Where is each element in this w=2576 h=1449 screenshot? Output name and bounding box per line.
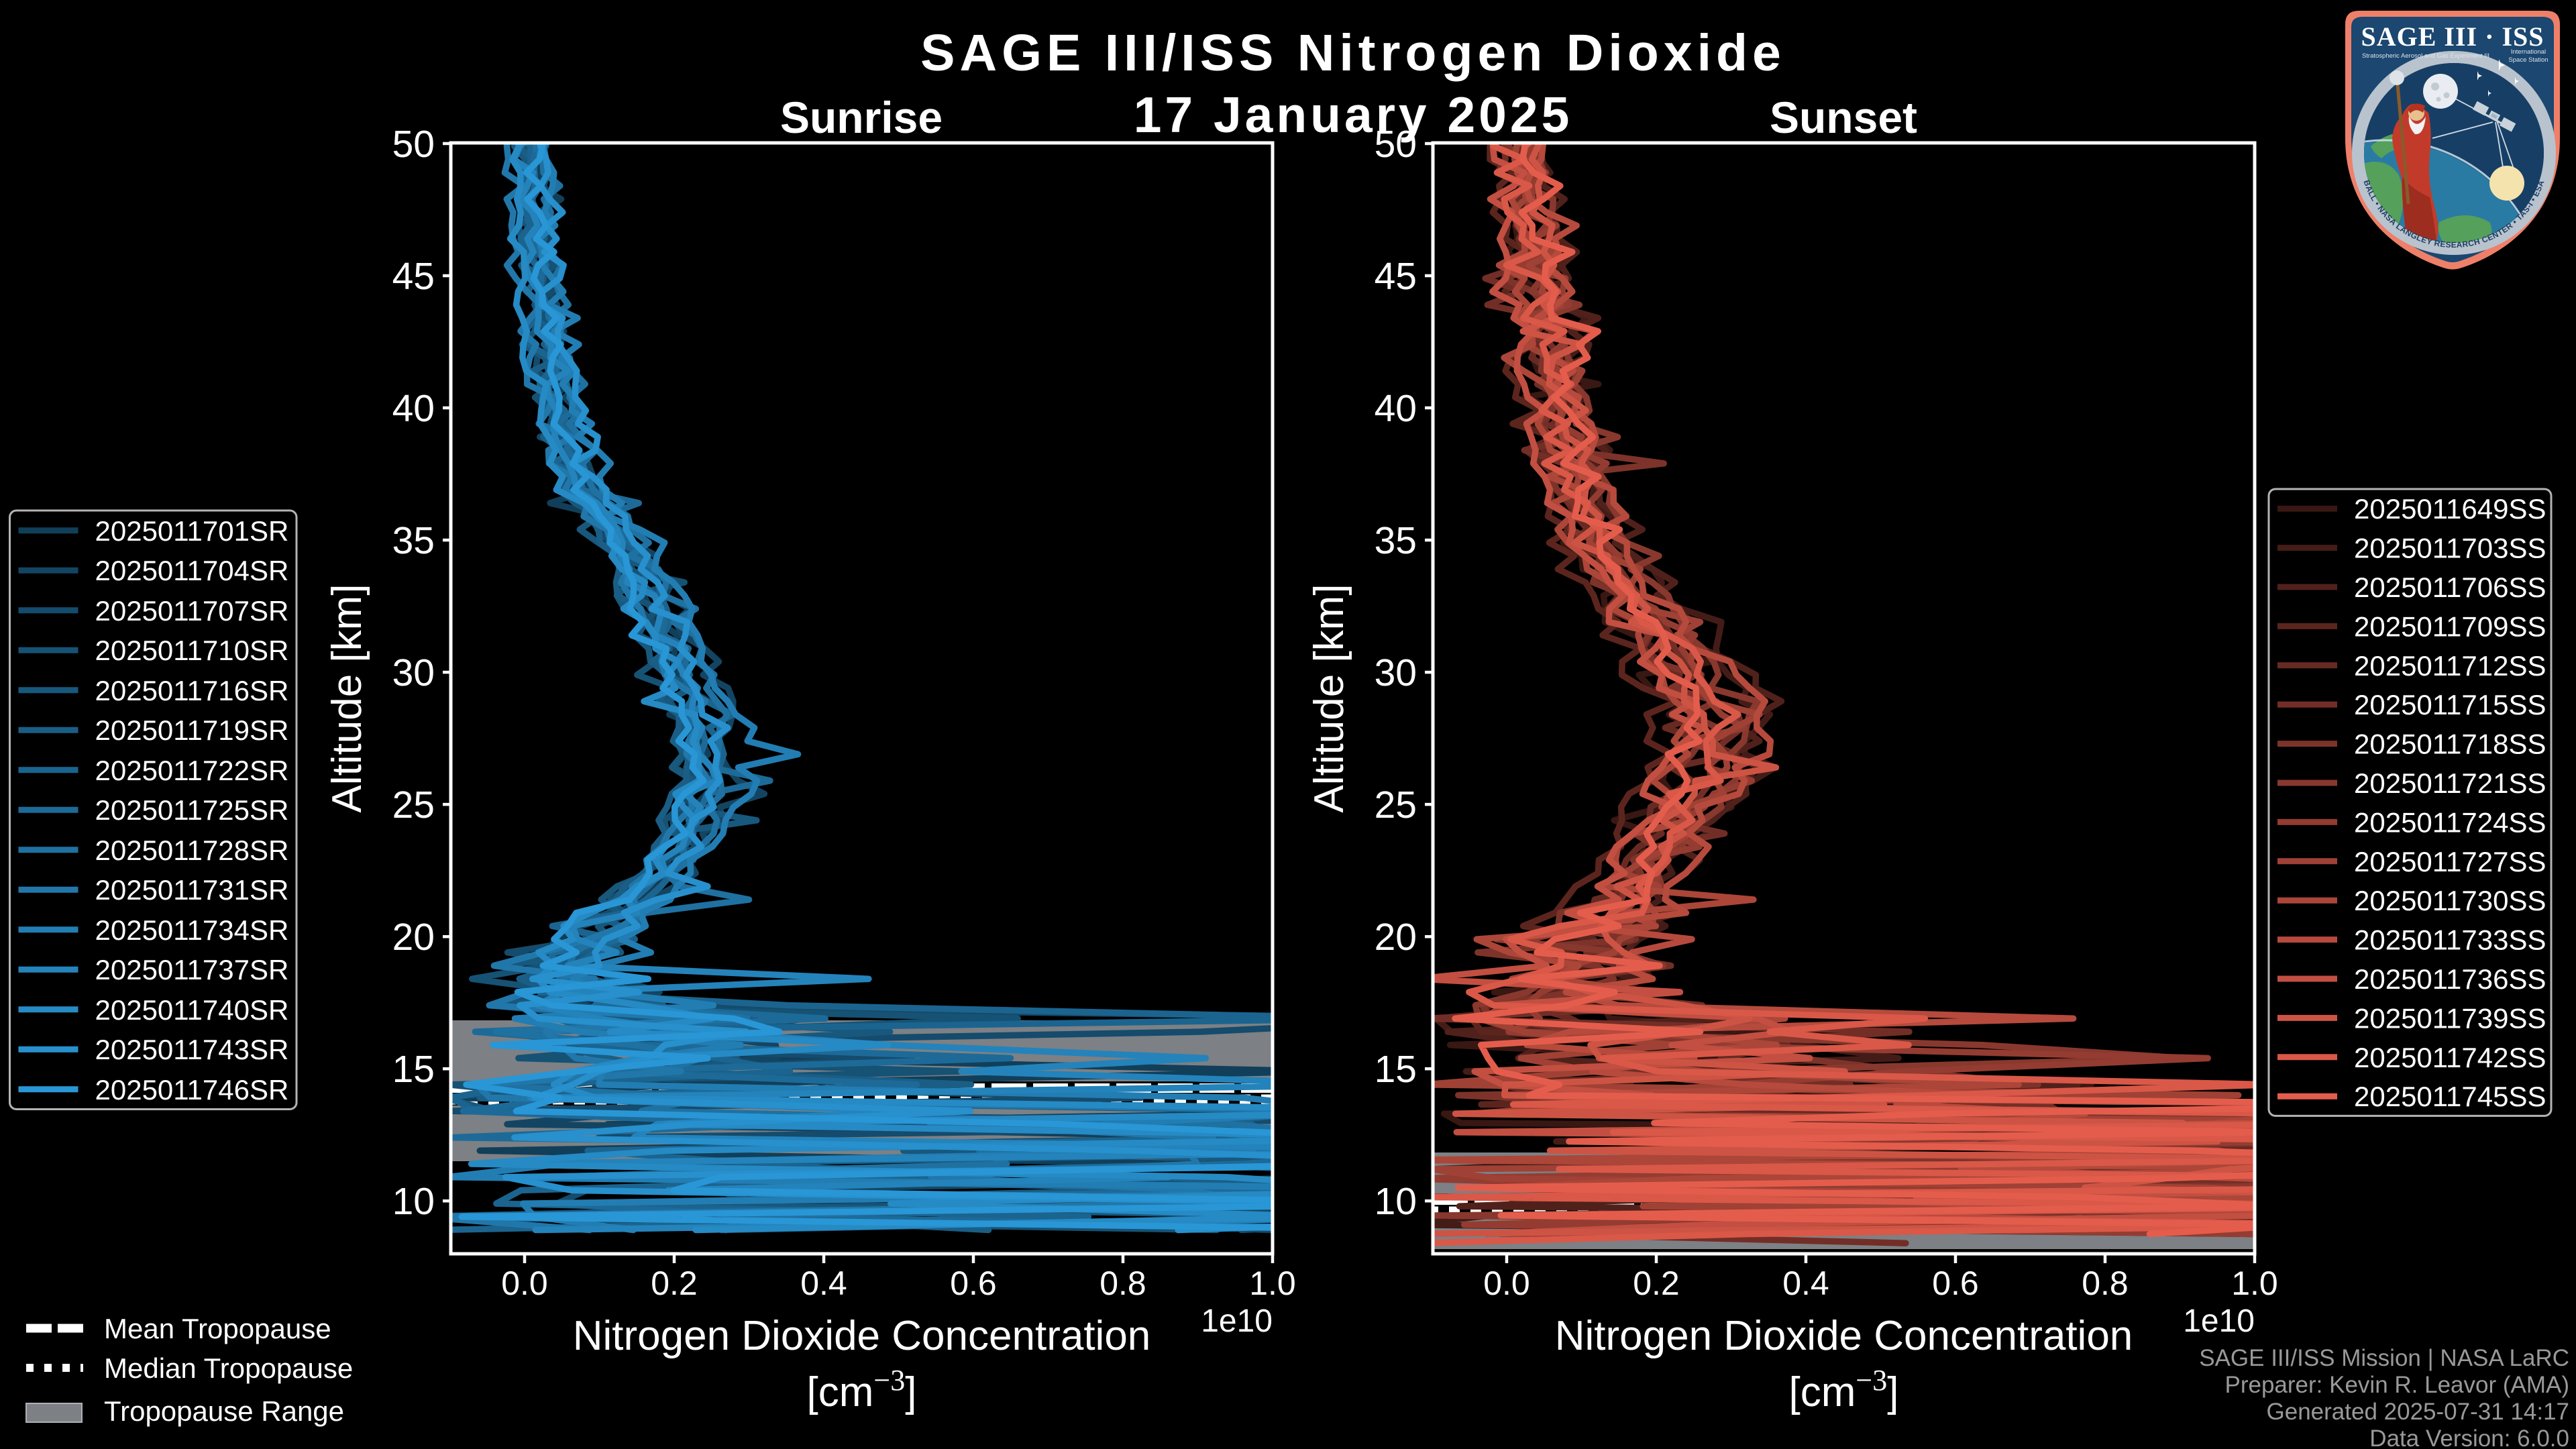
svg-text:0.2: 0.2 — [1633, 1265, 1680, 1302]
svg-text:10: 10 — [392, 1180, 435, 1223]
svg-text:0.4: 0.4 — [800, 1265, 847, 1302]
svg-text:Median Tropopause: Median Tropopause — [104, 1352, 353, 1384]
svg-text:1.0: 1.0 — [2231, 1265, 2278, 1302]
svg-text:Sunset: Sunset — [1770, 93, 1917, 142]
svg-text:2025011734SR: 2025011734SR — [95, 914, 289, 946]
svg-text:0.0: 0.0 — [1483, 1265, 1530, 1302]
svg-text:35: 35 — [392, 519, 435, 562]
svg-text:2025011743SR: 2025011743SR — [95, 1034, 289, 1065]
svg-text:2025011725SR: 2025011725SR — [95, 794, 289, 826]
svg-text:2025011712SS: 2025011712SS — [2354, 650, 2546, 682]
svg-text:2025011706SS: 2025011706SS — [2354, 572, 2546, 603]
svg-text:35: 35 — [1375, 519, 1417, 562]
svg-text:2025011721SS: 2025011721SS — [2354, 767, 2546, 799]
svg-text:2025011733SS: 2025011733SS — [2354, 924, 2546, 956]
svg-text:2025011730SS: 2025011730SS — [2354, 885, 2546, 916]
svg-text:2025011649SS: 2025011649SS — [2354, 493, 2546, 525]
svg-text:International: International — [2511, 48, 2546, 56]
svg-text:2025011742SS: 2025011742SS — [2354, 1042, 2546, 1073]
svg-text:SAGE III/ISS Nitrogen Dioxide: SAGE III/ISS Nitrogen Dioxide — [920, 24, 1786, 82]
svg-text:0.8: 0.8 — [1099, 1265, 1146, 1302]
svg-text:Data Version: 6.0.0: Data Version: 6.0.0 — [2369, 1426, 2569, 1449]
svg-text:0.6: 0.6 — [950, 1265, 997, 1302]
svg-text:0.6: 0.6 — [1932, 1265, 1979, 1302]
svg-text:2025011740SR: 2025011740SR — [95, 994, 289, 1026]
svg-text:Preparer: Kevin R. Leavor (AMA: Preparer: Kevin R. Leavor (AMA) — [2224, 1372, 2569, 1398]
svg-text:2025011710SR: 2025011710SR — [95, 635, 289, 666]
svg-text:Altitude [km]: Altitude [km] — [324, 584, 370, 812]
svg-text:20: 20 — [392, 916, 435, 959]
svg-text:2025011719SR: 2025011719SR — [95, 714, 289, 746]
svg-text:25: 25 — [1375, 784, 1417, 826]
svg-text:Sunrise: Sunrise — [780, 93, 943, 142]
svg-text:2025011746SR: 2025011746SR — [95, 1074, 289, 1106]
svg-text:2025011716SR: 2025011716SR — [95, 675, 289, 706]
svg-text:1e10: 1e10 — [2183, 1303, 2255, 1339]
svg-text:2025011722SR: 2025011722SR — [95, 755, 289, 786]
svg-text:2025011737SR: 2025011737SR — [95, 954, 289, 985]
svg-text:45: 45 — [392, 255, 435, 298]
svg-text:0.4: 0.4 — [1782, 1265, 1829, 1302]
svg-text:2025011724SS: 2025011724SS — [2354, 806, 2546, 838]
svg-text:Space Station: Space Station — [2508, 56, 2548, 64]
svg-text:2025011709SS: 2025011709SS — [2354, 610, 2546, 642]
svg-text:2025011727SS: 2025011727SS — [2354, 846, 2546, 877]
svg-text:40: 40 — [392, 387, 435, 430]
svg-text:Nitrogen Dioxide Concentration: Nitrogen Dioxide Concentration — [1555, 1313, 2133, 1359]
svg-text:50: 50 — [392, 123, 435, 166]
svg-text:Stratospheric Aerosol and Gas: Stratospheric Aerosol and Gas Experiment… — [2362, 52, 2489, 60]
svg-text:SAGE III/ISS Mission | NASA La: SAGE III/ISS Mission | NASA LaRC — [2199, 1345, 2569, 1371]
svg-text:Tropopause Range: Tropopause Range — [104, 1395, 344, 1427]
svg-text:0.0: 0.0 — [501, 1265, 548, 1302]
svg-text:25: 25 — [392, 784, 435, 826]
svg-text:2025011701SR: 2025011701SR — [95, 515, 289, 547]
svg-text:2025011704SR: 2025011704SR — [95, 555, 289, 586]
svg-text:17 January 2025: 17 January 2025 — [1134, 87, 1573, 143]
svg-text:Generated 2025-07-31 14:17: Generated 2025-07-31 14:17 — [2267, 1399, 2569, 1425]
svg-text:1e10: 1e10 — [1201, 1303, 1273, 1339]
svg-text:30: 30 — [392, 651, 435, 694]
svg-text:2025011739SS: 2025011739SS — [2354, 1002, 2546, 1034]
svg-text:2025011707SR: 2025011707SR — [95, 595, 289, 627]
svg-text:2025011745SS: 2025011745SS — [2354, 1081, 2546, 1112]
svg-text:2025011728SR: 2025011728SR — [95, 835, 289, 866]
svg-text:1.0: 1.0 — [1249, 1265, 1296, 1302]
svg-text:2025011715SS: 2025011715SS — [2354, 689, 2546, 720]
svg-text:0.2: 0.2 — [651, 1265, 698, 1302]
svg-text:20: 20 — [1375, 916, 1417, 959]
svg-text:0.8: 0.8 — [2082, 1265, 2129, 1302]
svg-text:2025011718SS: 2025011718SS — [2354, 729, 2546, 760]
svg-text:Nitrogen Dioxide Concentration: Nitrogen Dioxide Concentration — [573, 1313, 1151, 1359]
svg-text:Mean Tropopause: Mean Tropopause — [104, 1313, 331, 1344]
svg-text:2025011703SS: 2025011703SS — [2354, 533, 2546, 564]
svg-text:50: 50 — [1375, 123, 1417, 166]
svg-text:15: 15 — [1375, 1048, 1417, 1091]
svg-text:Altitude [km]: Altitude [km] — [1306, 584, 1352, 812]
svg-text:SAGE III · ISS: SAGE III · ISS — [2361, 21, 2544, 52]
svg-text:2025011736SS: 2025011736SS — [2354, 963, 2546, 995]
svg-text:45: 45 — [1375, 255, 1417, 298]
svg-text:2025011731SR: 2025011731SR — [95, 874, 289, 906]
svg-text:10: 10 — [1375, 1180, 1417, 1223]
svg-text:30: 30 — [1375, 651, 1417, 694]
svg-text:15: 15 — [392, 1048, 435, 1091]
svg-text:40: 40 — [1375, 387, 1417, 430]
